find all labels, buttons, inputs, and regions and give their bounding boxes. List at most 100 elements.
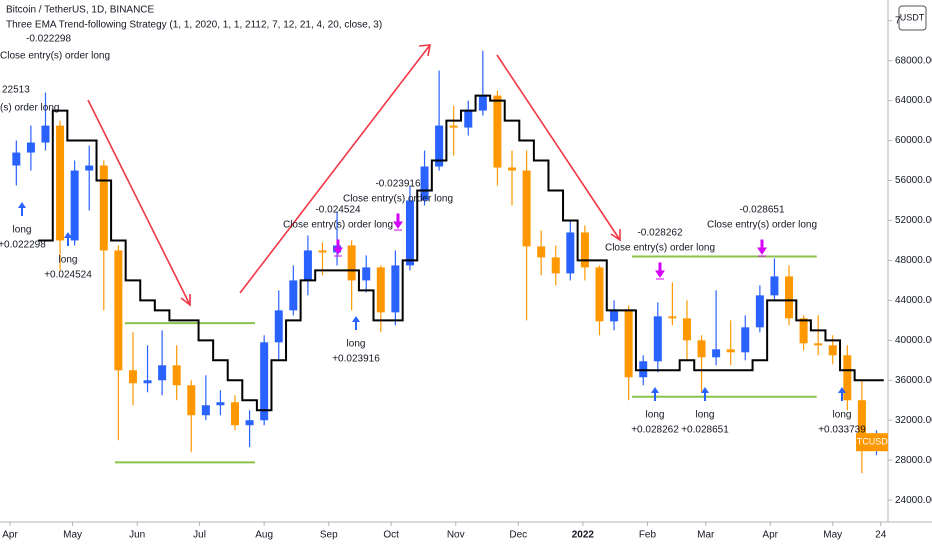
candle-body	[566, 232, 575, 274]
candle-body	[172, 365, 181, 386]
candle-body	[12, 152, 21, 166]
trade-label: long	[59, 255, 78, 266]
x-tick-label: Jul	[193, 530, 206, 541]
candle-body	[668, 316, 677, 319]
candle-body	[828, 345, 837, 356]
candle-body	[391, 265, 400, 313]
x-tick-label: Dec	[509, 530, 527, 541]
candle-body	[187, 385, 196, 416]
candle-body	[682, 318, 691, 341]
price-tag-label: BTCUSDT	[851, 437, 894, 447]
candle-body	[770, 276, 779, 296]
x-tick-label: Apr	[2, 530, 18, 541]
candle-body	[799, 318, 808, 344]
trade-label: +0.028262	[631, 425, 679, 436]
candle-body	[755, 295, 764, 328]
candle-body	[522, 170, 531, 247]
trend-arrows	[87, 44, 621, 307]
candle-body	[697, 340, 706, 358]
y-tick-label: 24000.00	[895, 495, 932, 506]
candle-body	[158, 365, 167, 381]
trade-label: -0.023916	[375, 179, 420, 190]
chart-title: Bitcoin / TetherUS, 1D, BINANCE	[6, 5, 155, 16]
x-tick-label: Apr	[762, 530, 778, 541]
candle-body	[537, 246, 546, 258]
candle-body	[624, 309, 633, 378]
y-tick-label: 7	[895, 15, 901, 26]
long-arrow	[352, 316, 360, 330]
candle-body	[99, 165, 108, 251]
candle-body	[274, 310, 283, 343]
x-tick-label: Jun	[129, 530, 145, 541]
candle-body	[41, 125, 50, 143]
trade-label: Close entry(s) order long	[605, 243, 715, 254]
trade-label: +0.028651	[681, 425, 729, 436]
candle-body	[289, 280, 298, 311]
trade-label: long	[13, 225, 32, 236]
trade-label: (s) order long	[0, 103, 59, 114]
candle-body	[245, 420, 254, 426]
x-tick-label: May	[823, 530, 842, 541]
y-tick-label: 32000.00	[895, 415, 932, 426]
long-arrow	[651, 387, 659, 401]
y-tick-label: 44000.00	[895, 295, 932, 306]
trade-label: +0.022298	[0, 240, 46, 251]
candle-body	[785, 276, 794, 319]
candle-body	[464, 110, 473, 128]
candle-body	[508, 167, 517, 171]
x-tick-label: Aug	[255, 530, 273, 541]
candle-body	[580, 232, 589, 268]
candle-body	[114, 250, 123, 371]
candle-body	[551, 257, 560, 274]
x-tick-label: Mar	[697, 530, 715, 541]
candle-body	[843, 355, 852, 401]
x-tick-label: 24	[875, 530, 887, 541]
candle-body	[26, 142, 35, 153]
y-tick-label: 68000.00	[895, 55, 932, 66]
trade-label: long	[646, 410, 665, 421]
trend-arrow	[496, 54, 621, 241]
trade-label: -0.028262	[637, 228, 682, 239]
arrow-head	[610, 229, 621, 242]
candle-body	[712, 349, 721, 358]
candle-body	[610, 309, 619, 322]
stop-line	[38, 94, 884, 412]
y-tick-label: 56000.00	[895, 175, 932, 186]
candle-body	[362, 267, 371, 281]
currency-box[interactable]	[898, 5, 927, 31]
x-tick-label: Feb	[639, 530, 657, 541]
y-tick-label: 48000.00	[895, 255, 932, 266]
price-tag	[856, 433, 888, 452]
candle-body	[405, 200, 414, 266]
candle-body	[216, 402, 225, 406]
currency: USDT	[900, 12, 925, 22]
candle-body	[857, 400, 866, 448]
candle-body	[70, 170, 79, 241]
x-tick-label: Sep	[320, 530, 338, 541]
candle-body	[595, 267, 604, 322]
candle-body	[814, 343, 823, 346]
candle-body	[653, 316, 662, 362]
candle-body	[449, 125, 458, 128]
candle-body	[741, 327, 750, 353]
trade-label: Close entry(s) order long	[707, 220, 817, 231]
trade-label: Close entry(s) order long	[0, 51, 110, 62]
candle-body	[435, 125, 444, 167]
y-tick-label: 28000.00	[895, 455, 932, 466]
trade-label: 22513	[2, 85, 30, 96]
y-tick-label: 36000.00	[895, 375, 932, 386]
long-arrow	[18, 202, 26, 216]
candle-body	[143, 380, 152, 384]
trade-label: -0.022298	[26, 34, 71, 45]
candle-body	[128, 370, 137, 384]
trade-label: -0.028651	[739, 205, 784, 216]
candle-body	[726, 349, 735, 353]
arrow-head	[180, 294, 191, 307]
close-arrow	[757, 239, 767, 257]
candle-body	[347, 245, 356, 281]
y-tick-label: 60000.00	[895, 135, 932, 146]
trade-label: long	[833, 410, 852, 421]
candle-body	[56, 125, 65, 241]
close-arrow	[393, 213, 403, 231]
